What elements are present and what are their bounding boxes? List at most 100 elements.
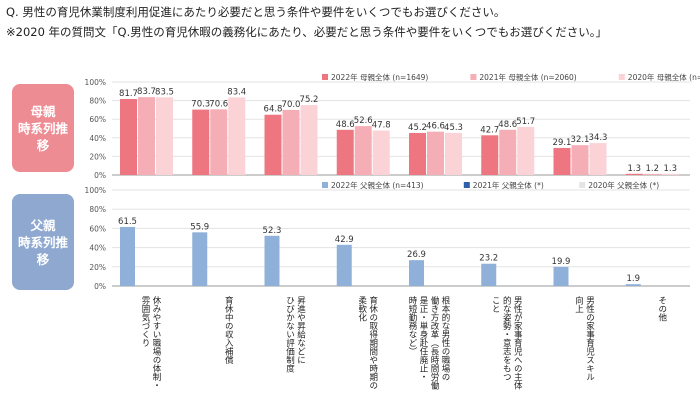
y-tick-label: 80% (89, 205, 106, 214)
legend-swatch (463, 182, 470, 188)
data-label: 70.3 (191, 100, 210, 110)
bar (228, 97, 246, 175)
bar (553, 266, 569, 286)
data-label: 23.2 (479, 254, 498, 264)
mother-label-line-1: 母親 (30, 103, 56, 119)
data-label: 1.3 (627, 164, 641, 174)
bar (499, 129, 517, 175)
legend-swatch (579, 182, 586, 188)
bar (192, 232, 208, 286)
data-label: 61.5 (118, 217, 137, 227)
data-label: 48.6 (498, 120, 517, 130)
y-tick-label: 20% (89, 152, 106, 161)
bar (210, 109, 228, 175)
y-tick-label: 80% (89, 97, 106, 106)
data-label: 81.7 (119, 89, 138, 99)
data-label: 45.3 (444, 123, 463, 133)
category-label: こと (490, 296, 500, 313)
y-tick-label: 0% (94, 171, 106, 180)
y-tick-label: 60% (89, 224, 106, 233)
data-label: 19.9 (552, 257, 571, 267)
y-tick-label: 20% (89, 263, 106, 272)
question-text: Q. 男性の育児休業制度利用促進にあたり必要だと思う条件や要件をいくつでもお選び… (6, 5, 506, 19)
data-label: 83.4 (227, 87, 246, 97)
bar (409, 260, 424, 286)
category-label: 向上 (574, 295, 584, 313)
mother-panel-label: 母親 時系列推移 (12, 84, 74, 172)
data-label: 26.9 (407, 250, 426, 260)
bar (156, 97, 173, 175)
bar (120, 99, 137, 175)
category-label: 育休の取得期間や時期の (368, 295, 378, 389)
data-label: 48.6 (336, 120, 355, 130)
legend-swatch (618, 74, 625, 80)
legend-swatch (322, 182, 328, 188)
mother-label-line-2: 時系列推移 (17, 120, 68, 153)
data-label: 47.8 (372, 121, 391, 131)
bar (517, 126, 535, 175)
bar (282, 109, 300, 175)
y-tick-label: 40% (89, 244, 106, 253)
bar (300, 105, 318, 175)
data-label: 32.1 (571, 135, 590, 145)
bar (571, 145, 589, 175)
data-label: 52.6 (354, 116, 373, 126)
bar (481, 263, 497, 286)
data-label: 83.5 (155, 87, 174, 97)
category-label: 雰囲気づくり (140, 296, 150, 347)
data-label: 42.7 (480, 125, 499, 135)
data-label: 51.7 (516, 117, 535, 127)
legend-label: 2022年 父親全体 (n=413) (331, 180, 424, 190)
data-label: 45.2 (408, 123, 427, 133)
data-label: 1.3 (663, 164, 677, 174)
legend-label: 2021年 母親全体 (n=2060) (479, 72, 576, 82)
data-label: 34.3 (589, 133, 608, 143)
data-label: 42.9 (335, 235, 354, 245)
bar (192, 109, 210, 175)
y-tick-label: 100% (85, 186, 106, 195)
data-label: 70.6 (209, 99, 228, 109)
bar (354, 126, 372, 175)
bar (625, 284, 641, 286)
data-label: 70.0 (282, 100, 301, 110)
category-label: 働き方改革（長時間労働 (429, 295, 439, 390)
bar (120, 226, 135, 286)
bar (427, 131, 444, 175)
category-label: 柔軟化 (357, 295, 367, 322)
bar (625, 173, 643, 175)
category-label: 男性が家事育児への主体 (512, 296, 522, 390)
bar (589, 143, 607, 175)
data-label: 1.2 (645, 164, 659, 174)
y-tick-label: 0% (94, 282, 106, 291)
legend-label: 2020年 父親全体 (*) (588, 180, 659, 190)
legend-label: 2021年 父親全体 (*) (473, 180, 544, 190)
category-label: 根本的な男性の職場の (440, 295, 450, 381)
bar (409, 132, 426, 175)
question-note: ※2020 年の質問文「Q.男性の育児休暇の義務化にあたり、必要だと思う条件や要… (6, 25, 608, 39)
bar (336, 129, 354, 175)
data-label: 29.1 (553, 138, 572, 148)
y-tick-label: 60% (89, 115, 106, 124)
father-panel-label: 父親 時系列推移 (12, 194, 74, 290)
legend-label: 2020年 母親全体 (n=2060) (628, 72, 700, 82)
bar (138, 97, 155, 175)
bar (264, 114, 282, 175)
y-tick-label: 100% (85, 78, 106, 87)
data-label: 46.6 (426, 122, 445, 132)
category-label: その他 (657, 296, 667, 322)
category-label: 男性の家事育児スキル (585, 296, 595, 381)
data-label: 1.9 (626, 274, 640, 284)
category-label: 昇進や昇給などに (296, 296, 306, 364)
data-label: 64.8 (264, 105, 283, 115)
category-label: 休みやすい職場の体制・ (151, 295, 161, 389)
bar (661, 173, 679, 175)
bar (481, 135, 499, 175)
category-label: 的な姿勢・意志をもつ (501, 295, 511, 381)
data-label: 55.9 (190, 222, 209, 232)
bar (553, 147, 571, 175)
bar (336, 244, 352, 286)
category-label: 時短勤務など） (407, 296, 417, 356)
legend-swatch (322, 74, 328, 80)
data-label: 52.3 (263, 226, 282, 236)
bar (372, 130, 390, 175)
